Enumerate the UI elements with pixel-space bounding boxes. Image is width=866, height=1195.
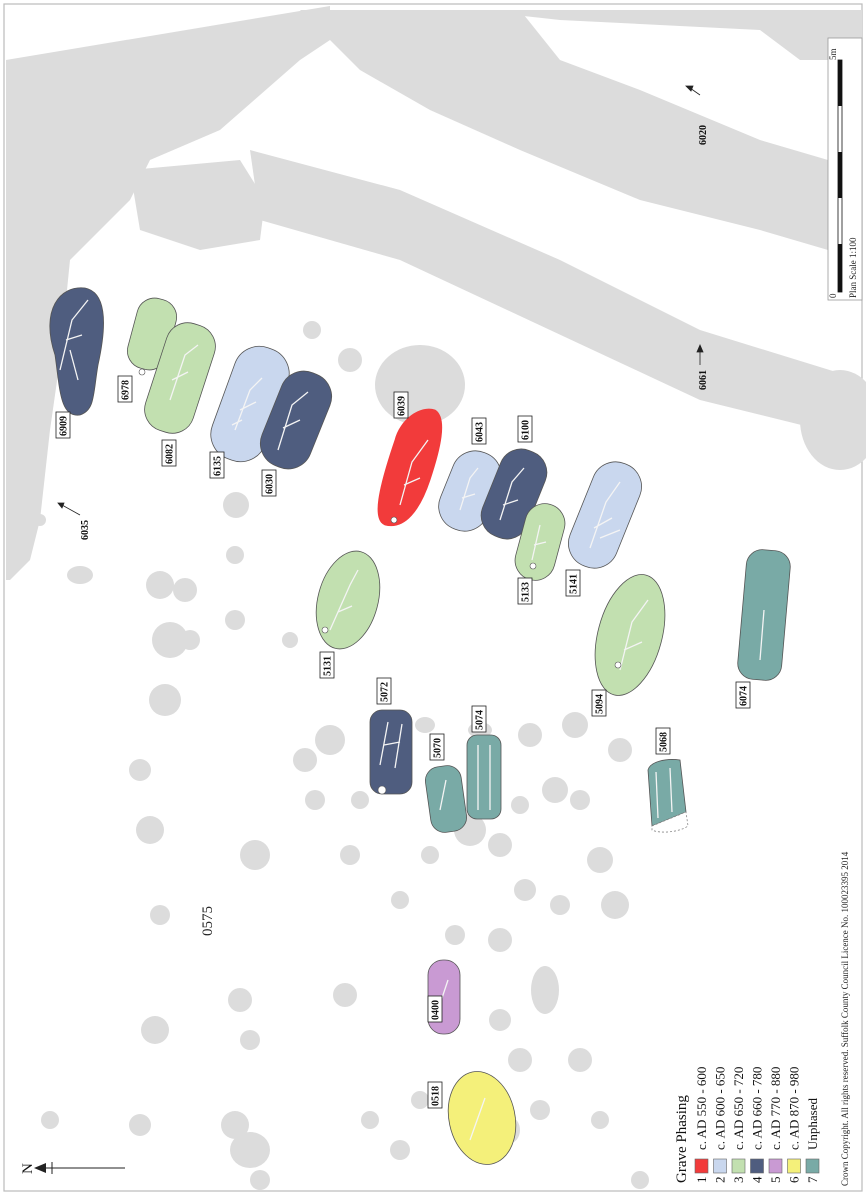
grave-label-0400: 0400 [431, 1000, 442, 1020]
grave-label-6074: 6074 [739, 686, 750, 706]
legend-item-swatch [713, 1158, 727, 1174]
grave-5074 [466, 734, 502, 820]
context-label-6020: 6020 [698, 125, 709, 145]
legend-item-number: 5 [768, 1177, 783, 1184]
feature-band-central [300, 10, 862, 260]
grave-label-6909: 6909 [59, 416, 70, 436]
scale-bar-segment [838, 244, 842, 292]
legend-item-label: c. AD 650 - 720 [731, 1067, 746, 1150]
skeleton-outlines [59, 299, 765, 1141]
scale-bar-start-label: 0 [828, 293, 838, 298]
scale-bar: 0 5m Plan Scale 1:100 [827, 37, 863, 301]
feature-blob-right [800, 370, 866, 470]
legend-item-swatch [805, 1158, 820, 1174]
grave-label-6978: 6978 [121, 380, 132, 400]
grave-6909 [49, 287, 104, 416]
grave-5068-unexcavated [651, 811, 689, 833]
grave-label-5074: 5074 [475, 710, 486, 730]
grave-label-5068: 5068 [659, 732, 670, 752]
grave-5072 [369, 709, 413, 795]
legend-item-number: 2 [713, 1177, 728, 1184]
scale-bar-caption: Plan Scale 1:100 [848, 237, 858, 298]
legend-item-number: 6 [787, 1176, 802, 1183]
grave-label-5094: 5094 [595, 694, 606, 714]
grave-label-6039: 6039 [397, 396, 408, 416]
feature-blob-left [130, 160, 265, 250]
legend-item-label: c. AD 550 - 600 [694, 1067, 709, 1150]
legend-item-number: 7 [805, 1176, 820, 1183]
legend: Grave Phasing 1 c. AD 550 - 600 2 c. AD 600… [674, 1067, 820, 1183]
grave-label-6030: 6030 [265, 474, 276, 494]
north-arrow: N [20, 1162, 125, 1174]
grave-label-6100: 6100 [521, 420, 532, 440]
scale-bar-segment [838, 60, 842, 106]
grave-5070 [424, 765, 468, 833]
legend-item-number: 1 [694, 1177, 709, 1184]
legend-item-label: c. AD 770 - 880 [768, 1067, 783, 1150]
legend-item-swatch [731, 1158, 746, 1174]
grave-label-5133: 5133 [521, 582, 532, 602]
legend-item-label: c. AD 600 - 650 [713, 1067, 728, 1150]
grave-pits [138, 368, 622, 795]
context-label-6061: 6061 [698, 370, 709, 390]
feature-band-right [250, 150, 862, 440]
grave-5141 [568, 461, 642, 569]
legend-item-label: c. AD 660 - 780 [750, 1067, 765, 1150]
context-label-6035: 6035 [80, 520, 91, 540]
grave-label-6135: 6135 [213, 456, 224, 476]
scale-bar-segment [838, 152, 842, 198]
grave-labels: 6909 6978 6082 6135 6030 6039 6043 6100 … [55, 375, 751, 1109]
background-features [6, 6, 866, 1190]
copyright-text: Crown Copyright. All rights reserved. Su… [840, 851, 850, 1186]
grave-5094 [594, 574, 666, 696]
scale-bar-box [827, 37, 863, 301]
north-arrow-head-icon [34, 1163, 46, 1173]
legend-item-swatch [694, 1158, 709, 1174]
scale-bar-end-label: 5m [828, 48, 838, 60]
grave-6030 [260, 370, 332, 470]
site-label: 0575 [200, 906, 216, 936]
grave-label-0518: 0518 [431, 1086, 442, 1106]
legend-item-label: c. AD 870 - 980 [787, 1067, 802, 1150]
grave-label-5131: 5131 [323, 656, 334, 676]
legend-item-number: 4 [750, 1176, 765, 1183]
grave-label-6082: 6082 [165, 444, 176, 464]
legend-item-swatch [787, 1158, 801, 1174]
legend-item-swatch [768, 1158, 783, 1174]
grave-label-6043: 6043 [475, 422, 486, 442]
legend-title: Grave Phasing [674, 1095, 690, 1183]
legend-item-label: Unphased [805, 1098, 820, 1150]
legend-item-number: 3 [731, 1177, 746, 1184]
grave-6082 [144, 322, 216, 434]
feature-band-topright [470, 10, 862, 60]
grave-label-5141: 5141 [569, 574, 580, 594]
grave-label-5070: 5070 [433, 738, 444, 758]
feature-band-left [6, 6, 330, 580]
legend-item-swatch [750, 1158, 764, 1174]
leader-lines [57, 85, 704, 516]
grave-label-5072: 5072 [380, 682, 391, 702]
grave-0518 [447, 1071, 517, 1165]
north-label: N [20, 1163, 36, 1174]
